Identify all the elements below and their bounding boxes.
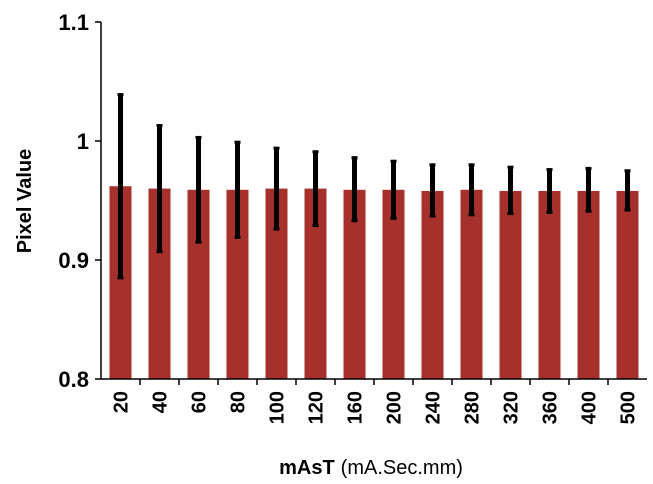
x-axis-label-unit: (mA.Sec.mm) (341, 457, 463, 479)
axes-layer (95, 21, 647, 385)
x-tick-label-100: 100 (267, 391, 289, 424)
x-tick-label-500: 500 (618, 391, 640, 424)
y-tick-labels: 0.8 0.9 1 1.1 (58, 10, 89, 392)
bar-360 (538, 190, 561, 379)
y-tick-label-1.1: 1.1 (58, 10, 89, 35)
bar-320 (499, 190, 522, 379)
bar-240 (421, 190, 444, 379)
bar-200 (382, 189, 405, 379)
bar-80 (226, 189, 249, 379)
x-tick-label-80: 80 (228, 391, 250, 413)
bar-120 (304, 188, 327, 379)
bar-100 (265, 188, 288, 379)
bar-280 (460, 189, 483, 379)
x-tick-label-320: 320 (501, 391, 523, 424)
bars-layer (109, 186, 639, 379)
x-tick-label-120: 120 (306, 391, 328, 424)
x-tick-label-400: 400 (579, 391, 601, 424)
x-axis-label-main: mAsT (279, 457, 335, 479)
x-tick-label-360: 360 (540, 391, 562, 424)
y-axis-label: Pixel Value (14, 149, 36, 254)
x-tick-label-60: 60 (189, 391, 211, 413)
y-tick-label-0.8: 0.8 (58, 367, 89, 392)
x-tick-label-240: 240 (423, 391, 445, 424)
x-tick-labels: 20 40 60 80 100 120 160 200 240 280 320 360 400 500 (111, 391, 640, 424)
x-tick-label-160: 160 (345, 391, 367, 424)
x-tick-label-40: 40 (150, 391, 172, 413)
error-bars-layer (117, 93, 631, 280)
x-tick-label-200: 200 (384, 391, 406, 424)
x-tick-label-20: 20 (111, 391, 133, 413)
x-axis-label: mAsT (mA.Sec.mm) (279, 457, 463, 479)
bar-60 (187, 189, 210, 379)
bar-160 (343, 189, 366, 379)
bar-500 (616, 190, 639, 379)
bar-20 (109, 186, 132, 379)
y-tick-label-1: 1 (77, 129, 89, 154)
bar-400 (577, 190, 600, 379)
bar-40 (148, 188, 171, 379)
y-tick-label-0.9: 0.9 (58, 248, 89, 273)
x-tick-label-280: 280 (462, 391, 484, 424)
